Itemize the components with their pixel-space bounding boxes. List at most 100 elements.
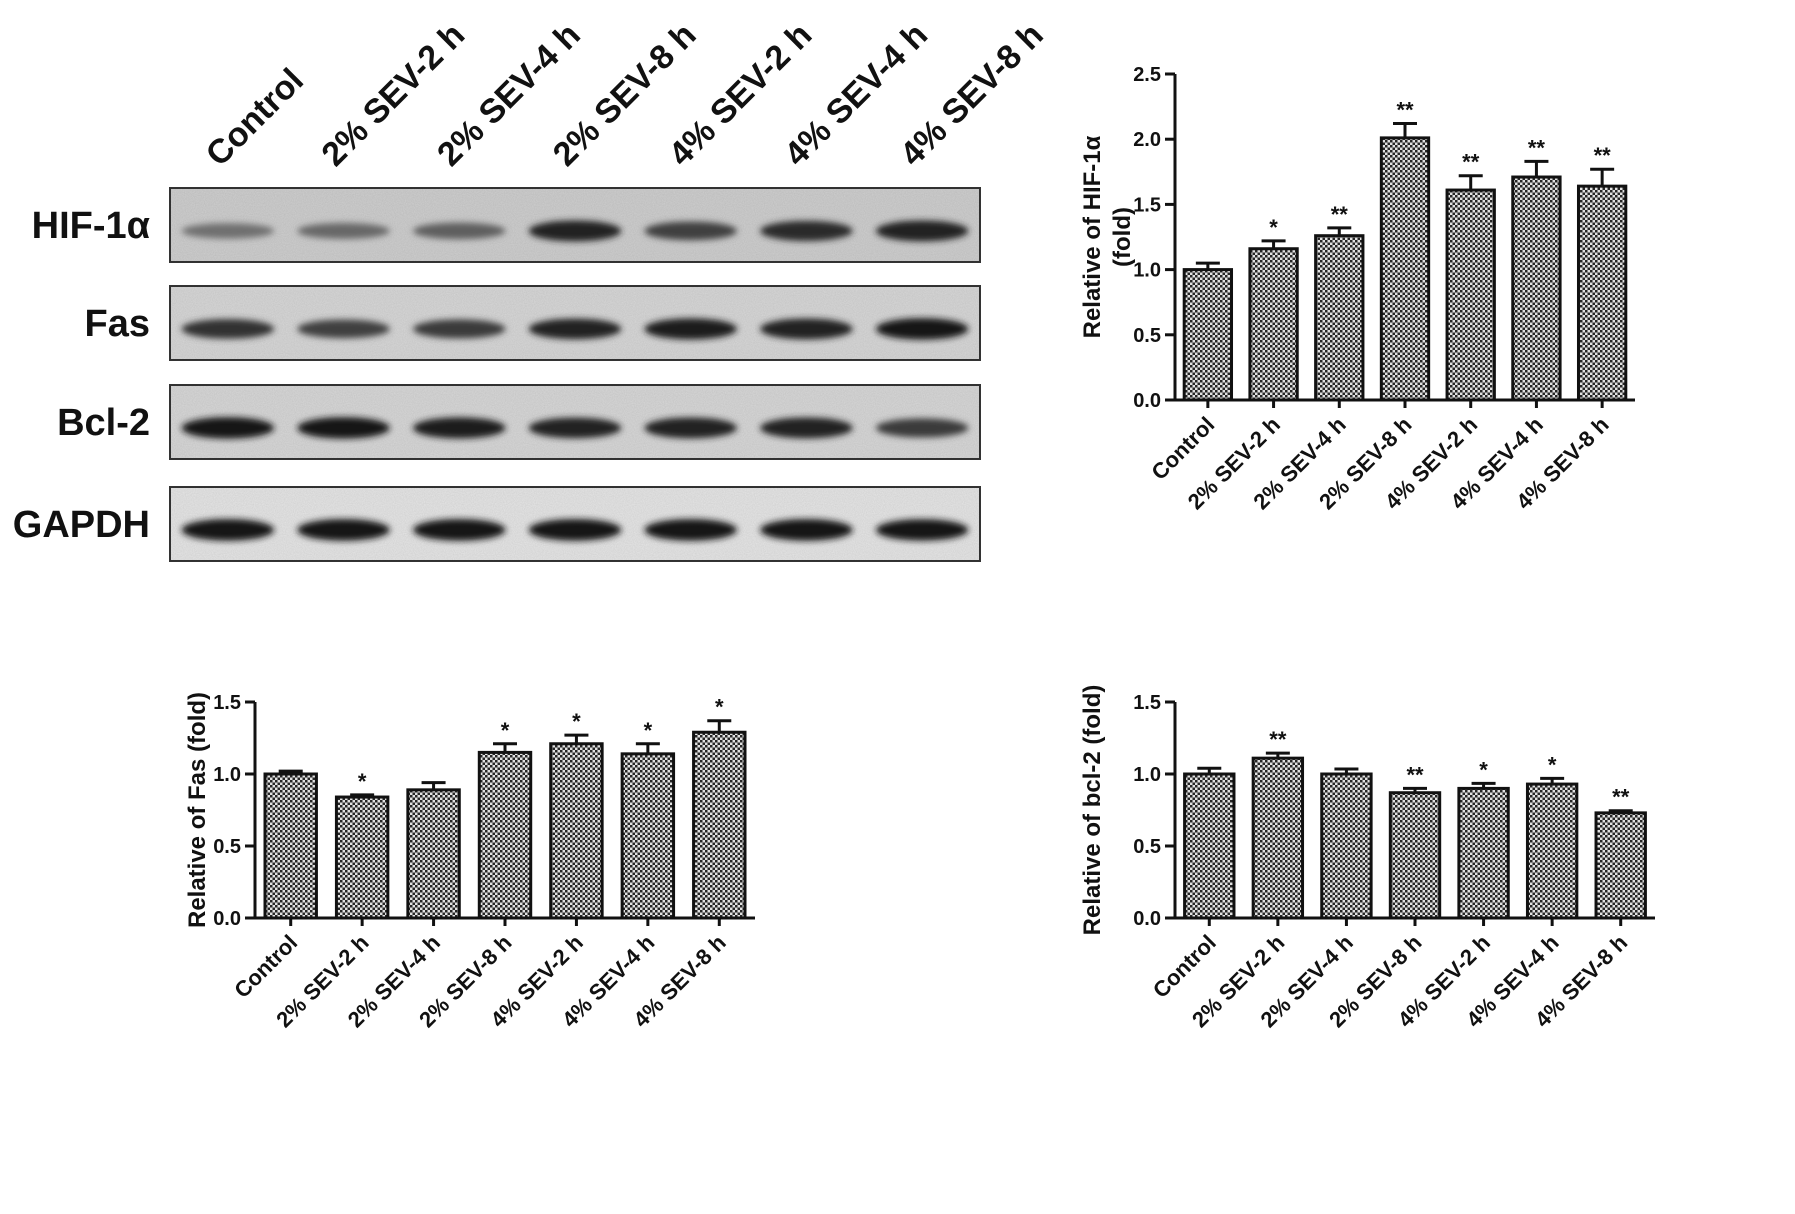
blot-band	[644, 417, 737, 439]
blot-band	[413, 222, 506, 240]
blot-row-label: HIF-1α	[32, 205, 150, 247]
significance-marker: *	[358, 769, 367, 794]
y-axis-label: Relative of HIF-1α	[1079, 135, 1106, 338]
blot-band	[875, 318, 969, 340]
significance-marker: **	[1594, 143, 1612, 168]
error-bar-4pct-sev-2-h	[1458, 174, 1483, 191]
western-blot-panel: Control 2% SEV-2 h2% SEV-4 h2% SEV-8 h4% …	[13, 16, 1051, 562]
error-bar-control	[1197, 766, 1222, 774]
bars: Control*2% SEV-2 h2% SEV-4 h*2% SEV-8 h*…	[229, 695, 747, 1032]
error-bar-4pct-sev-4-h	[1524, 159, 1549, 178]
bar-4pct-sev-2-h	[1457, 786, 1510, 920]
bar-4pct-sev-2-h	[549, 742, 604, 920]
error-bar-4pct-sev-8-h	[707, 719, 732, 733]
error-bar-2pct-sev-2-h	[1261, 239, 1286, 249]
blot-lane-label-control: Control	[199, 61, 311, 173]
significance-marker: *	[1548, 752, 1557, 777]
blot-row-label: GAPDH	[13, 504, 150, 546]
error-bar-2pct-sev-2-h	[1265, 751, 1290, 759]
significance-marker: *	[1269, 215, 1278, 240]
bar-2pct-sev-4-h	[406, 788, 461, 920]
blot-row-fas: Fas	[85, 285, 981, 361]
hif1a-bar-chart: 0.0 0.5 1.0 1.5 2.0 2.5 Relative of HIF-1α (fol…	[1079, 64, 1635, 514]
bar-2pct-sev-8-h	[1379, 136, 1431, 402]
blot-row-hif-1: HIF-1α	[32, 187, 981, 263]
blot-band	[181, 223, 275, 239]
y-axis-label: Relative of bcl-2 (fold)	[1079, 685, 1106, 936]
blot-row-bcl-2: Bcl-2	[57, 384, 981, 460]
error-bar-2pct-sev-4-h	[1334, 767, 1359, 774]
bar-2pct-sev-2-h	[1251, 756, 1305, 920]
y-tick-label: 0.5	[1133, 836, 1161, 858]
blot-band	[528, 220, 622, 242]
y-axis-label: (fold)	[1109, 207, 1136, 267]
blot-band	[413, 417, 506, 439]
significance-marker: *	[572, 709, 581, 734]
error-bar-control	[1195, 261, 1220, 270]
blot-band	[413, 519, 506, 541]
y-tick-label: 2.0	[1133, 129, 1161, 151]
error-bar-2pct-sev-8-h	[1403, 786, 1427, 793]
significance-marker: **	[1331, 202, 1349, 227]
significance-marker: **	[1462, 150, 1480, 175]
significance-marker: **	[1269, 727, 1287, 752]
y-tick-label: 1.0	[1133, 764, 1161, 786]
y-axis: 0.0 0.5 1.0 1.5 2.0 2.5	[1133, 64, 1177, 412]
error-bar-4pct-sev-4-h	[1540, 776, 1565, 785]
y-axis: 0.0 0.5 1.0 1.5	[213, 692, 257, 930]
y-axis: 0.0 0.5 1.0 1.5	[1133, 692, 1177, 930]
bar-4pct-sev-4-h	[620, 752, 676, 920]
bar-4pct-sev-8-h	[1594, 811, 1647, 920]
blot-band	[297, 222, 390, 239]
error-bar-4pct-sev-4-h	[635, 742, 660, 754]
bar-2pct-sev-4-h	[1314, 234, 1365, 402]
blot-band	[644, 519, 737, 541]
significance-marker: *	[715, 695, 724, 720]
blot-band	[528, 417, 622, 439]
blot-rows: HIF-1α Fas Bcl-2 GAPDH	[13, 187, 981, 562]
error-bar-4pct-sev-8-h	[1590, 167, 1615, 187]
blot-band	[875, 418, 969, 438]
significance-marker: **	[1396, 98, 1414, 123]
bar-4pct-sev-4-h	[1511, 175, 1562, 402]
blot-band	[644, 221, 737, 241]
blot-band	[760, 519, 853, 541]
bar-4pct-sev-4-h	[1525, 782, 1579, 920]
y-tick-label: 0.5	[213, 836, 241, 858]
blot-band	[297, 319, 390, 339]
error-bar-4pct-sev-8-h	[1608, 809, 1633, 813]
blot-row-gapdh: GAPDH	[13, 486, 981, 562]
error-bar-2pct-sev-4-h	[1327, 226, 1352, 236]
bar-control	[1182, 268, 1234, 402]
significance-marker: *	[501, 718, 510, 743]
bar-control	[263, 772, 318, 920]
blot-lane-labels: Control 2% SEV-2 h2% SEV-4 h2% SEV-8 h4% …	[199, 16, 1051, 174]
error-bar-2pct-sev-4-h	[421, 781, 446, 790]
y-tick-label: 1.5	[1133, 692, 1161, 714]
blot-row-label: Bcl-2	[57, 402, 150, 444]
y-tick-label: 1.5	[1133, 194, 1161, 216]
blot-band	[875, 220, 969, 242]
bar-2pct-sev-8-h	[477, 750, 533, 920]
significance-marker: **	[1528, 135, 1546, 160]
blot-band	[760, 220, 853, 242]
error-bar-2pct-sev-8-h	[493, 742, 517, 753]
blot-band	[181, 519, 275, 541]
y-tick-label: 2.5	[1133, 64, 1161, 86]
y-tick-label: 1.0	[1133, 260, 1161, 282]
y-tick-label: 0.0	[213, 908, 241, 930]
blot-row-label: Fas	[85, 303, 150, 345]
error-bar-4pct-sev-2-h	[564, 733, 589, 744]
blot-band	[875, 519, 969, 541]
y-tick-label: 0.5	[1133, 325, 1161, 347]
bar-4pct-sev-8-h	[692, 730, 747, 920]
significance-marker: *	[1479, 757, 1488, 782]
error-bar-control	[278, 769, 303, 774]
significance-marker: **	[1612, 785, 1630, 810]
blot-band	[181, 417, 275, 439]
blot-band	[644, 318, 737, 340]
x-tick-label-control: Control	[229, 930, 302, 1003]
blot-band	[297, 417, 390, 439]
blot-band	[181, 319, 275, 339]
